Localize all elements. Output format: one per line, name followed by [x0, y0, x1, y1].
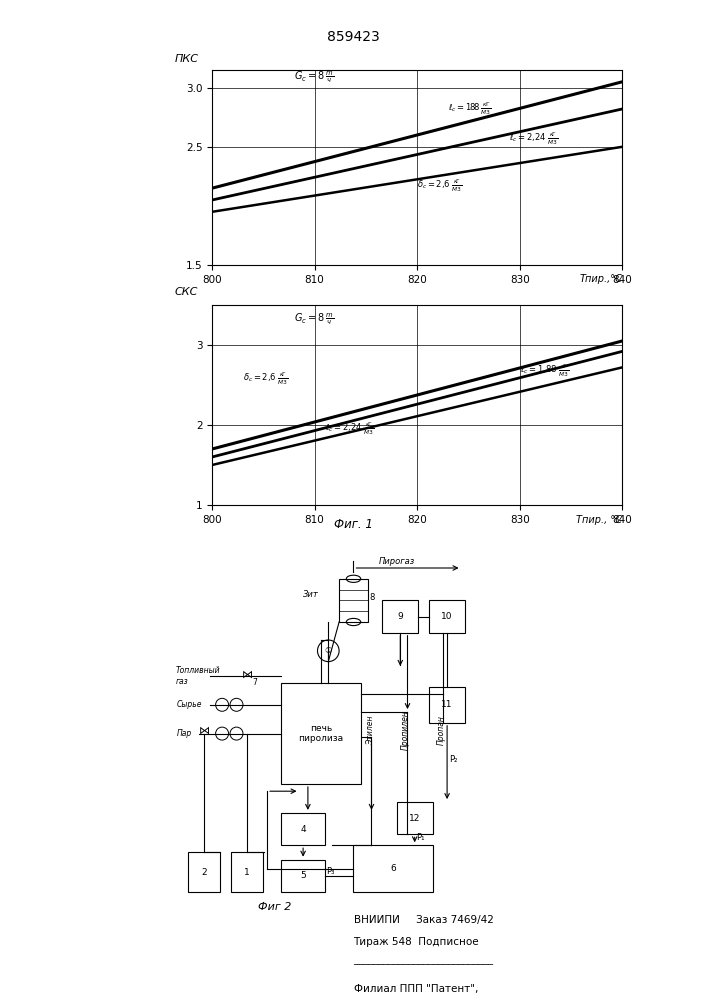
- Text: 1: 1: [245, 868, 250, 877]
- Text: 9: 9: [397, 612, 403, 621]
- Text: $\ell_c = 2{,}24\;\frac{\kappa\!\Gamma}{M3}$: $\ell_c = 2{,}24\;\frac{\kappa\!\Gamma}{…: [325, 421, 374, 437]
- Text: Сырье: Сырье: [177, 700, 203, 709]
- Text: ⋈: ⋈: [242, 669, 253, 679]
- Text: 5: 5: [300, 871, 306, 880]
- Text: Пропан: Пропан: [436, 715, 445, 745]
- Text: $\ell_c = 1{,}88\;\frac{\kappa\!\Gamma}{M3}$: $\ell_c = 1{,}88\;\frac{\kappa\!\Gamma}{…: [520, 363, 568, 379]
- Bar: [397, 802, 433, 834]
- Text: $G_c = 8\,\frac{m}{ч}$: $G_c = 8\,\frac{m}{ч}$: [294, 70, 334, 85]
- Text: Пропилен: Пропилен: [400, 710, 409, 750]
- Text: 7: 7: [252, 678, 257, 687]
- Bar: [281, 860, 325, 892]
- Bar: [429, 687, 465, 723]
- Bar: [354, 845, 433, 892]
- Text: Tпир., °C: Tпир., °C: [576, 515, 622, 525]
- Text: 12: 12: [409, 814, 421, 823]
- Text: $\delta_c = 2{,}6\;\frac{\kappa\!\Gamma}{M3}$: $\delta_c = 2{,}6\;\frac{\kappa\!\Gamma}…: [243, 371, 288, 387]
- Bar: [281, 683, 361, 784]
- Bar: [231, 852, 264, 892]
- Text: Р₃: Р₃: [327, 867, 335, 876]
- Text: Зит: Зит: [303, 590, 319, 599]
- Text: 4: 4: [300, 824, 306, 834]
- Text: Фиг. 1: Фиг. 1: [334, 518, 373, 531]
- Text: Пар: Пар: [177, 729, 192, 738]
- Text: Р₂: Р₂: [449, 755, 457, 764]
- Text: Пирогаз: Пирогаз: [379, 557, 415, 566]
- Text: ПКС: ПКС: [175, 54, 199, 64]
- Text: 8: 8: [370, 593, 375, 602]
- Bar: [188, 852, 221, 892]
- Text: Tпир.,°C: Tпир.,°C: [579, 274, 622, 284]
- Text: $\ell_c = 1\!8\!8\;\frac{\kappa\!\Gamma}{M3}$: $\ell_c = 1\!8\!8\;\frac{\kappa\!\Gamma}…: [448, 101, 491, 117]
- Text: $\delta_c = 2{,}6\;\frac{\kappa\!\Gamma}{M3}$: $\delta_c = 2{,}6\;\frac{\kappa\!\Gamma}…: [417, 178, 462, 194]
- Text: Топливный
газ: Топливный газ: [175, 666, 220, 686]
- Text: ①: ①: [325, 646, 332, 655]
- Bar: [382, 600, 419, 633]
- Text: печь
пиролиза: печь пиролиза: [298, 724, 344, 743]
- Bar: [339, 579, 368, 622]
- Text: 6: 6: [390, 864, 396, 873]
- Text: Тираж 548  Подписное: Тираж 548 Подписное: [354, 937, 479, 947]
- Text: ВНИИПИ     Заказ 7469/42: ВНИИПИ Заказ 7469/42: [354, 915, 493, 925]
- Text: 10: 10: [441, 612, 453, 621]
- Text: ⋈: ⋈: [199, 726, 210, 736]
- Bar: [429, 600, 465, 633]
- Text: $G_c = 8\,\frac{m}{ч}$: $G_c = 8\,\frac{m}{ч}$: [294, 312, 334, 327]
- Text: 11: 11: [441, 700, 453, 709]
- Bar: [281, 813, 325, 845]
- Text: Этилен: Этилен: [366, 715, 375, 745]
- Text: Филиал ППП "Патент",: Филиал ППП "Патент",: [354, 984, 478, 994]
- Text: Р₁: Р₁: [416, 833, 425, 842]
- Text: ────────────────────────────: ────────────────────────────: [354, 959, 493, 968]
- Text: 2: 2: [201, 868, 207, 877]
- Text: 859423: 859423: [327, 30, 380, 44]
- Text: $\ell_c = 2{,}24\;\frac{\kappa\!\Gamma}{M3}$: $\ell_c = 2{,}24\;\frac{\kappa\!\Gamma}{…: [510, 130, 559, 147]
- Text: СКС: СКС: [175, 287, 198, 297]
- Text: Фиг 2: Фиг 2: [257, 902, 291, 912]
